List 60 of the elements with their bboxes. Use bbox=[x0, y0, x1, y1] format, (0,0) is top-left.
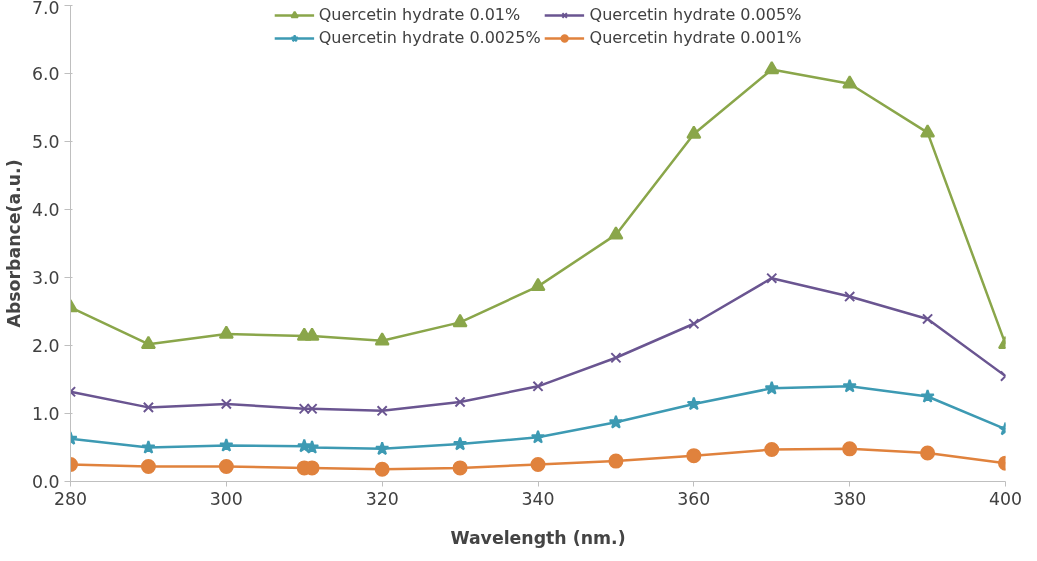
point bbox=[844, 290, 856, 303]
point bbox=[374, 461, 390, 477]
point bbox=[218, 459, 234, 475]
point bbox=[686, 396, 702, 411]
point bbox=[608, 414, 624, 429]
y-tick-label: 4.0 bbox=[31, 200, 60, 220]
x-tick-label: 360 bbox=[677, 488, 711, 509]
point bbox=[219, 437, 234, 452]
point bbox=[374, 441, 390, 456]
legend-label: Quercetin hydrate 0.01% bbox=[318, 5, 521, 24]
y-tick-label: 3.0 bbox=[31, 268, 60, 288]
point bbox=[530, 277, 546, 292]
point bbox=[920, 124, 936, 138]
point bbox=[686, 448, 702, 464]
point bbox=[688, 318, 700, 330]
legend-label: Quercetin hydrate 0.005% bbox=[589, 5, 802, 24]
x-tick-label: 320 bbox=[365, 488, 399, 509]
point bbox=[842, 75, 858, 89]
x-tick-label: 400 bbox=[988, 488, 1023, 509]
y-tick-label: 2.0 bbox=[31, 336, 60, 356]
point bbox=[140, 335, 156, 349]
point bbox=[530, 429, 546, 444]
y-tick-label: 5.0 bbox=[31, 132, 60, 152]
point bbox=[376, 405, 388, 417]
point bbox=[452, 313, 468, 328]
point bbox=[608, 453, 624, 469]
x-tick-label: 380 bbox=[833, 488, 867, 509]
point bbox=[766, 272, 778, 284]
point bbox=[686, 125, 702, 139]
x-tick-label: 300 bbox=[209, 488, 243, 509]
point bbox=[452, 460, 468, 476]
point bbox=[218, 325, 234, 339]
y-tick-label: 6.0 bbox=[31, 64, 60, 84]
y-tick-label: 7.0 bbox=[31, 0, 60, 18]
point bbox=[764, 442, 780, 458]
point bbox=[374, 332, 390, 346]
point bbox=[842, 441, 858, 457]
point bbox=[142, 401, 155, 413]
point bbox=[532, 380, 544, 392]
point bbox=[764, 380, 779, 395]
x-axis-title: Wavelength (nm.) bbox=[450, 527, 626, 548]
point bbox=[530, 457, 546, 472]
point bbox=[842, 378, 857, 393]
legend-label: Quercetin hydrate 0.0025% bbox=[318, 28, 541, 47]
point bbox=[921, 313, 934, 325]
point bbox=[220, 398, 232, 410]
point bbox=[140, 459, 156, 475]
point bbox=[141, 440, 156, 454]
point bbox=[764, 60, 780, 75]
x-tick-label: 340 bbox=[521, 488, 555, 509]
point bbox=[454, 396, 466, 408]
y-axis-title: Absorbance(a.u.) bbox=[3, 159, 24, 328]
legend-label: Quercetin hydrate 0.001% bbox=[589, 28, 802, 47]
point bbox=[608, 226, 624, 240]
point bbox=[920, 389, 935, 403]
point bbox=[304, 327, 320, 341]
point bbox=[920, 445, 936, 461]
point bbox=[452, 436, 468, 451]
point bbox=[610, 352, 622, 364]
y-tick-label: 1.0 bbox=[31, 404, 60, 424]
